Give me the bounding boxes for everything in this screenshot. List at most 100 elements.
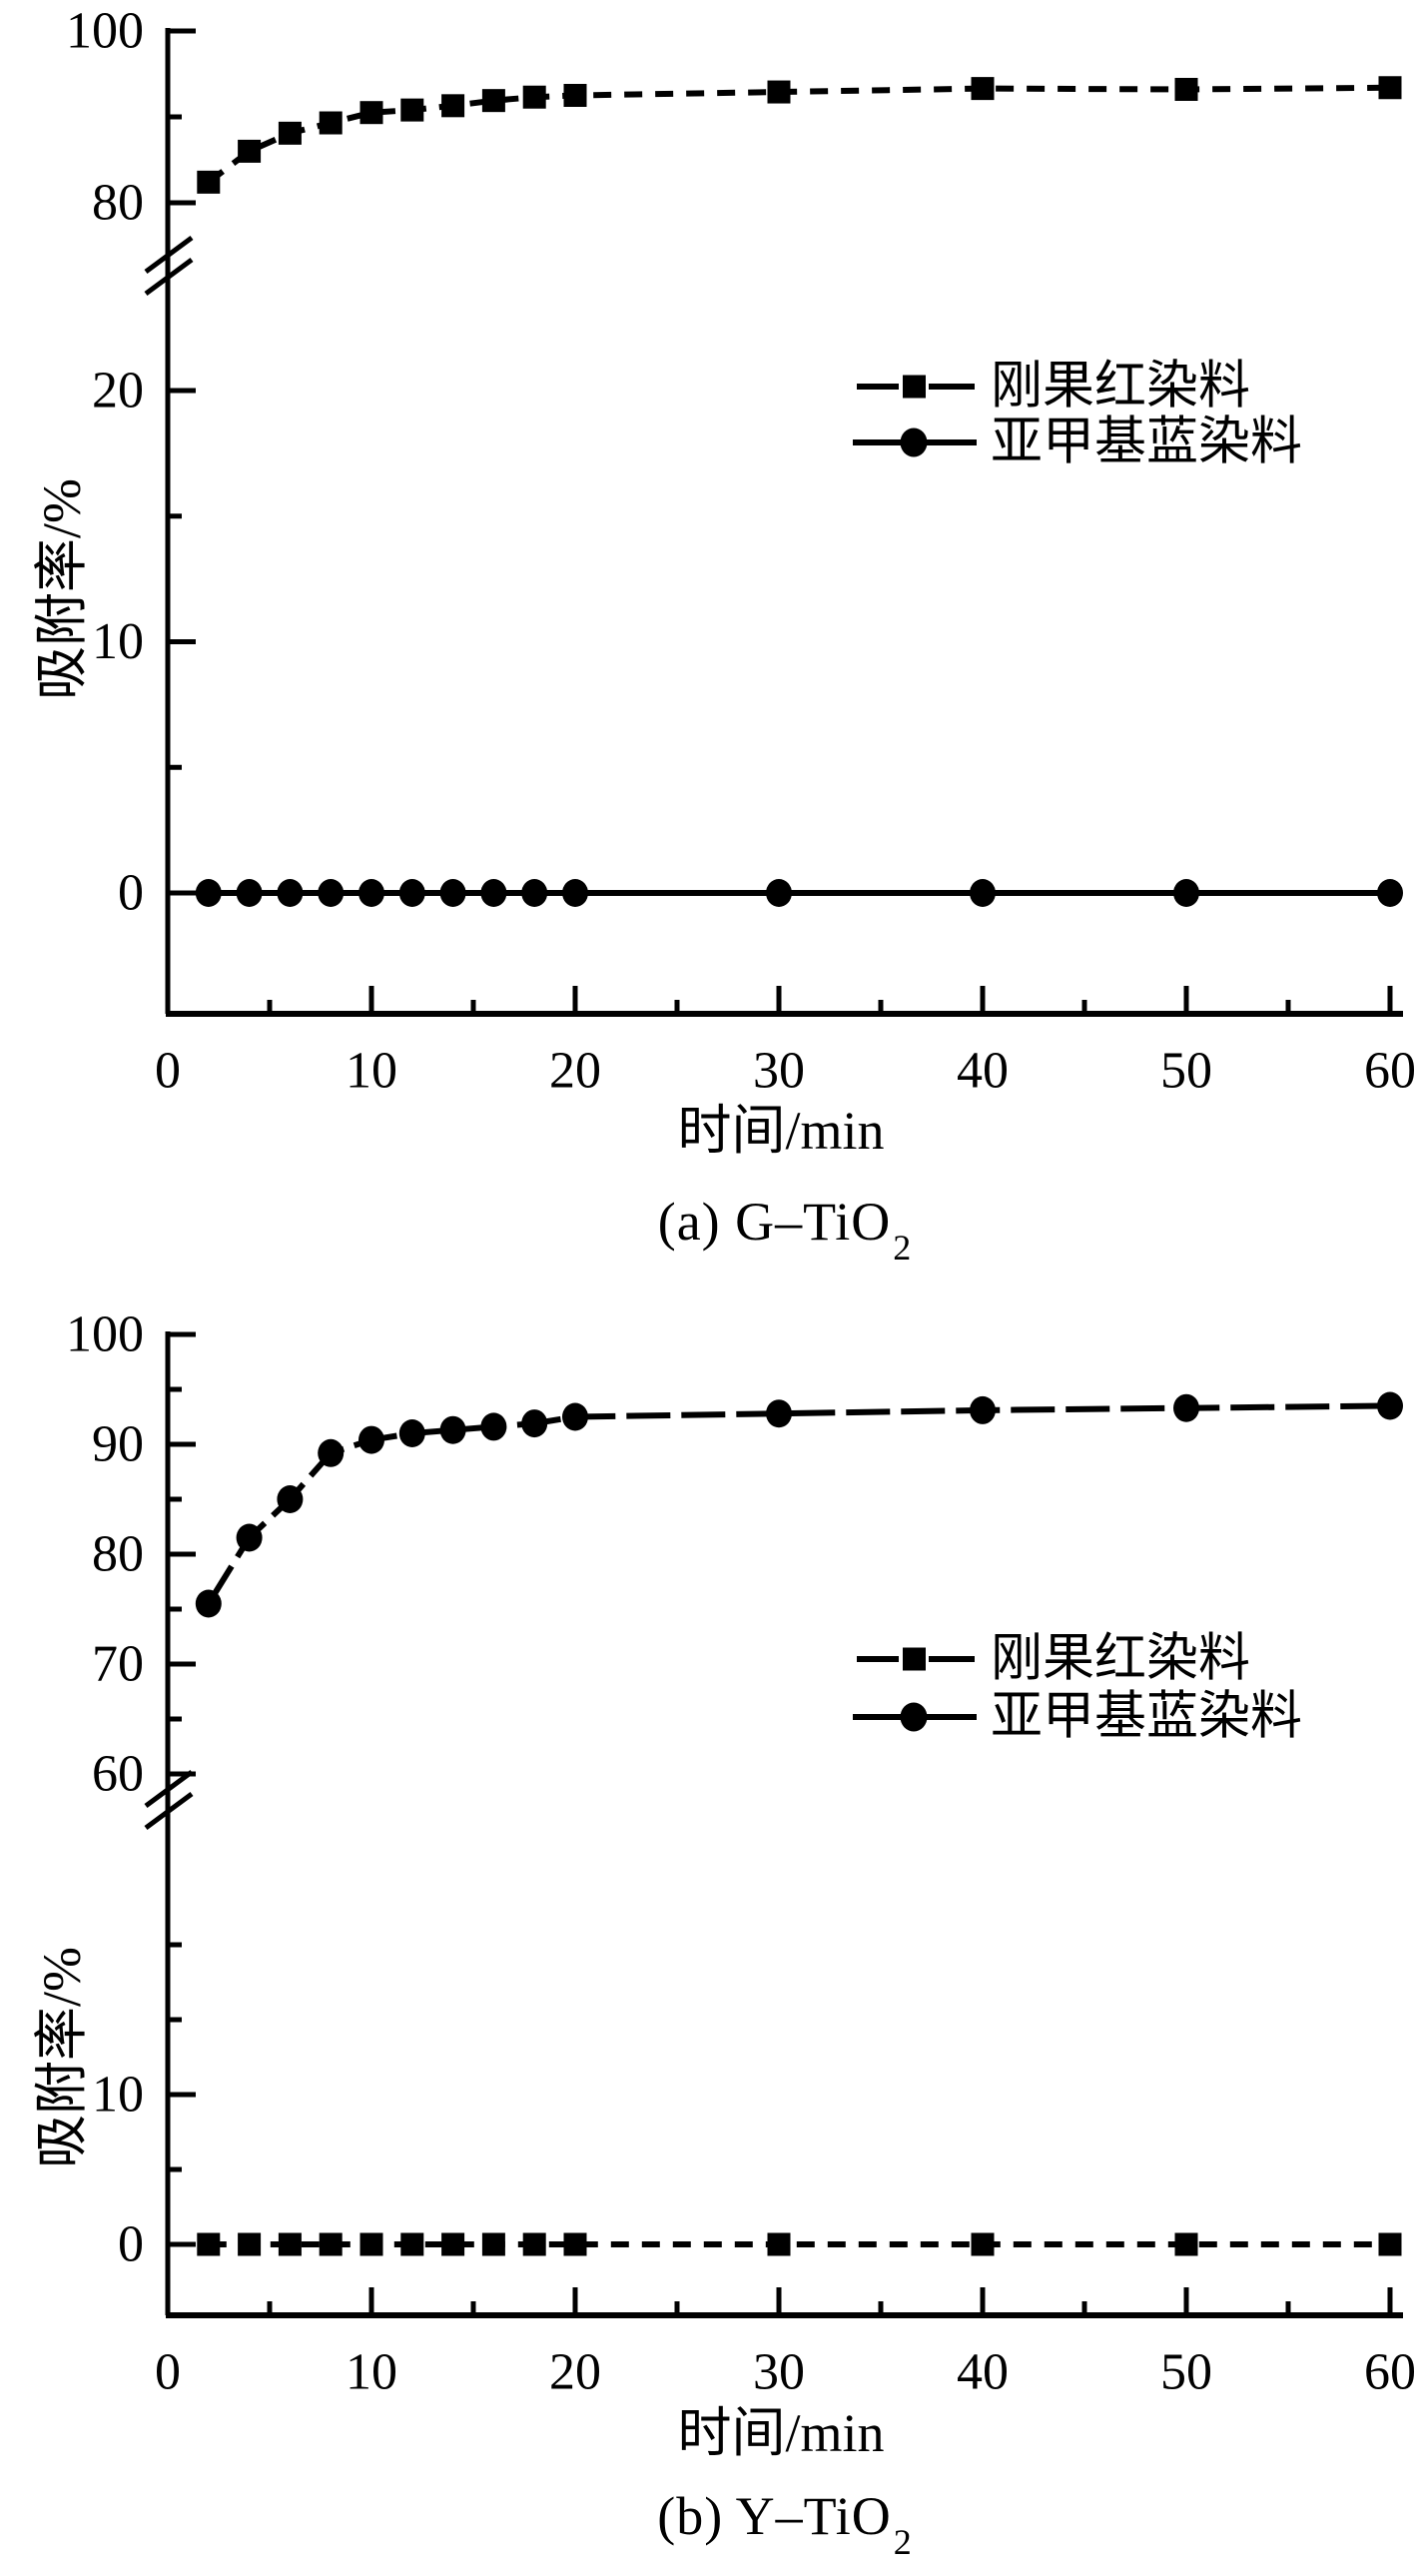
data-point-circle-marker [277, 879, 304, 907]
y-axis-title: 吸附率/% [32, 478, 92, 700]
y-tick-label: 60 [92, 1746, 144, 1803]
data-point-circle-marker [521, 1409, 548, 1438]
y-tick-label: 10 [92, 613, 144, 670]
data-point-square-marker [522, 85, 546, 109]
data-point-circle-marker [277, 1485, 304, 1513]
y-axis-break-mark [144, 257, 194, 297]
data-point-circle-marker [1173, 879, 1199, 907]
legend-square-marker [903, 1647, 926, 1671]
legend-square-marker [903, 375, 926, 399]
x-tick-label: 10 [346, 1043, 397, 1100]
data-point-circle-marker [1173, 1393, 1199, 1422]
x-tick-label: 20 [549, 1043, 601, 1100]
data-point-circle-marker [480, 1412, 507, 1441]
data-point-circle-marker [236, 879, 263, 907]
data-point-circle-marker [236, 1523, 263, 1552]
y-tick-label: 70 [92, 1636, 144, 1693]
x-axis-title: 时间/min [677, 1101, 884, 1161]
chart-b-caption-subscript: 2 [893, 2521, 913, 2562]
x-tick-label: 0 [155, 2344, 181, 2401]
data-point-square-marker [359, 101, 383, 125]
legend-label: 亚甲基蓝染料 [991, 1689, 1302, 1746]
data-point-square-marker [971, 2232, 995, 2256]
legend-circle-marker [900, 428, 928, 457]
data-point-circle-marker [398, 1419, 425, 1447]
data-point-square-marker [481, 89, 505, 113]
data-point-square-marker [278, 121, 302, 145]
data-point-circle-marker [766, 879, 792, 907]
x-tick-label: 30 [753, 1043, 805, 1100]
legend-label: 刚果红染料 [991, 1631, 1250, 1688]
x-tick-label: 10 [346, 2344, 397, 2401]
data-point-circle-marker [766, 1399, 792, 1428]
data-point-square-marker [278, 2232, 302, 2256]
data-point-square-marker [197, 2232, 221, 2256]
data-point-circle-marker [318, 1438, 345, 1467]
data-point-circle-marker [970, 879, 996, 907]
y-tick-label: 90 [92, 1416, 144, 1473]
y-tick-label: 80 [92, 175, 144, 232]
y-axis-break-mark [144, 235, 194, 275]
chart-a-caption-text: (a) G–TiO [657, 1192, 892, 1252]
data-point-square-marker [197, 170, 221, 194]
data-point-circle-marker [1377, 1391, 1403, 1420]
y-tick-label: 20 [92, 363, 144, 420]
data-point-square-marker [1174, 77, 1198, 101]
data-point-square-marker [767, 80, 791, 104]
x-tick-label: 40 [957, 2344, 1009, 2401]
chart-b-caption-text: (b) Y–TiO [657, 2486, 892, 2546]
x-tick-label: 20 [549, 2344, 601, 2401]
x-tick-label: 60 [1364, 2344, 1416, 2401]
y-tick-label: 100 [66, 3, 144, 60]
data-point-circle-marker [1377, 879, 1403, 907]
data-point-square-marker [359, 2232, 383, 2256]
data-point-circle-marker [562, 1402, 588, 1431]
x-axis-title: 时间/min [677, 2403, 884, 2463]
data-point-square-marker [563, 2232, 587, 2256]
series-line-square [206, 84, 1391, 185]
x-tick-label: 50 [1160, 1043, 1212, 1100]
y-axis-title: 吸附率/% [32, 1947, 92, 2168]
data-point-square-marker [400, 98, 424, 122]
x-tick-label: 0 [155, 1043, 181, 1100]
data-point-square-marker [319, 2232, 343, 2256]
data-point-circle-marker [970, 1395, 996, 1424]
data-point-square-marker [1378, 2232, 1402, 2256]
x-tick-label: 50 [1160, 2344, 1212, 2401]
data-point-circle-marker [439, 1415, 466, 1444]
x-tick-label: 40 [957, 1043, 1009, 1100]
x-tick-label: 30 [753, 2344, 805, 2401]
data-point-square-marker [400, 2232, 424, 2256]
y-tick-label: 80 [92, 1526, 144, 1583]
data-point-circle-marker [358, 1425, 384, 1454]
data-point-circle-marker [195, 879, 222, 907]
data-point-circle-marker [521, 879, 548, 907]
data-point-circle-marker [398, 879, 425, 907]
series-line-circle [206, 1402, 1391, 1606]
data-point-circle-marker [318, 879, 345, 907]
data-point-square-marker [1174, 2232, 1198, 2256]
data-point-circle-marker [195, 1589, 222, 1618]
data-point-circle-marker [439, 879, 466, 907]
legend-circle-marker [900, 1702, 928, 1732]
data-point-square-marker [522, 2232, 546, 2256]
legend-label: 亚甲基蓝染料 [991, 415, 1302, 471]
chart-a-caption: (a) G–TiO2 [150, 1191, 1418, 1268]
data-point-square-marker [441, 94, 465, 118]
data-point-square-marker [481, 2232, 505, 2256]
data-point-square-marker [563, 84, 587, 107]
x-tick-label: 60 [1364, 1043, 1416, 1100]
data-point-square-marker [1378, 76, 1402, 100]
legend-label: 刚果红染料 [991, 359, 1250, 416]
chart-a-caption-subscript: 2 [893, 1227, 913, 1268]
data-point-square-marker [319, 111, 343, 135]
data-point-square-marker [971, 77, 995, 101]
y-axis-break-mark [144, 1769, 194, 1809]
chart-b-caption: (b) Y–TiO2 [150, 2485, 1418, 2562]
y-tick-label: 0 [118, 865, 144, 922]
y-axis-break-mark [144, 1791, 194, 1831]
data-point-circle-marker [358, 879, 384, 907]
